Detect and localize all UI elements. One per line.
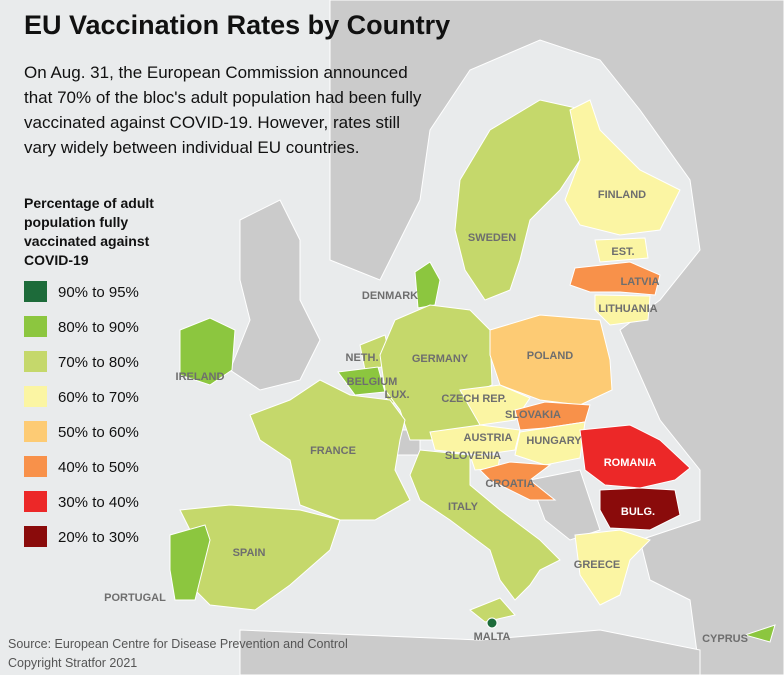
country-shape bbox=[574, 529, 651, 606]
country-shape bbox=[486, 617, 498, 629]
country-shape bbox=[454, 99, 586, 301]
country-shape bbox=[179, 317, 236, 386]
country-label: SWEDEN bbox=[468, 232, 516, 244]
country-label: FRANCE bbox=[310, 445, 356, 457]
country-labels: SWEDEN FINLAND EST. LATVIA LITHUANIA DEN… bbox=[104, 189, 748, 645]
legend-swatch bbox=[24, 491, 47, 512]
legend-title: Percentage of adult population fully vacci… bbox=[24, 195, 154, 268]
country-label: LITHUANIA bbox=[598, 303, 657, 315]
country-shape bbox=[594, 294, 651, 326]
legend-swatch bbox=[24, 526, 47, 547]
description: On Aug. 31, the European Commission anno… bbox=[24, 63, 422, 157]
legend-label: 60% to 70% bbox=[58, 389, 139, 406]
country-label: CYPRUS bbox=[702, 633, 748, 645]
country-shape bbox=[469, 597, 516, 623]
legend-swatch bbox=[24, 281, 47, 302]
title: EU Vaccination Rates by Country bbox=[24, 10, 450, 40]
country-shape bbox=[429, 424, 521, 456]
country-label: SLOVAKIA bbox=[505, 409, 561, 421]
legend-swatch bbox=[24, 456, 47, 477]
country-label: POLAND bbox=[527, 350, 574, 362]
legend: 90% to 95% 80% to 90% 70% to 80% 60% to 70%… bbox=[24, 281, 139, 547]
source: Source: European Centre for Disease Prev… bbox=[8, 637, 348, 651]
country-label: IRELAND bbox=[176, 371, 225, 383]
legend-label: 80% to 90% bbox=[58, 319, 139, 336]
country-label: MALTA bbox=[474, 631, 511, 643]
country-label: CROATIA bbox=[485, 478, 534, 490]
country-label: AUSTRIA bbox=[464, 432, 513, 444]
country-label: GERMANY bbox=[412, 353, 469, 365]
country-shape bbox=[169, 524, 211, 601]
country-shape bbox=[479, 461, 557, 501]
country-label: ROMANIA bbox=[604, 457, 657, 469]
legend-label: 20% to 30% bbox=[58, 529, 139, 546]
legend-label: 30% to 40% bbox=[58, 494, 139, 511]
country-label: CZECH REP. bbox=[441, 393, 506, 405]
legend-label: 40% to 50% bbox=[58, 459, 139, 476]
country-shape bbox=[514, 421, 586, 466]
legend-swatch bbox=[24, 316, 47, 337]
country-label: LATVIA bbox=[621, 276, 660, 288]
country-shape bbox=[409, 449, 561, 601]
country-shape bbox=[564, 99, 681, 236]
country-label: BULG. bbox=[621, 506, 655, 518]
legend-swatch bbox=[24, 421, 47, 442]
country-label: EST. bbox=[611, 246, 634, 258]
legend-swatch bbox=[24, 351, 47, 372]
legend-swatch bbox=[24, 386, 47, 407]
country-shape bbox=[743, 624, 776, 643]
country-shape bbox=[569, 261, 661, 296]
country-label: LUX. bbox=[384, 389, 409, 401]
country-label: SLOVENIA bbox=[445, 450, 501, 462]
country-label: PORTUGAL bbox=[104, 592, 166, 604]
country-label: ITALY bbox=[448, 501, 479, 513]
country-shape bbox=[599, 487, 681, 531]
country-label: SPAIN bbox=[233, 547, 266, 559]
country-shape bbox=[594, 237, 649, 263]
country-label: BELGIUM bbox=[347, 376, 398, 388]
legend-label: 70% to 80% bbox=[58, 354, 139, 371]
country-label: FINLAND bbox=[598, 189, 646, 201]
legend-label: 50% to 60% bbox=[58, 424, 139, 441]
country-shape bbox=[249, 379, 411, 521]
legend-label: 90% to 95% bbox=[58, 284, 139, 301]
country-shape bbox=[414, 261, 441, 309]
country-shape bbox=[489, 314, 613, 406]
country-shape bbox=[579, 424, 691, 489]
country-label: HUNGARY bbox=[526, 435, 582, 447]
countries bbox=[169, 99, 776, 643]
copyright: Copyright Stratfor 2021 bbox=[8, 656, 137, 670]
country-label: DENMARK bbox=[362, 290, 418, 302]
country-label: NETH. bbox=[346, 352, 379, 364]
country-label: GREECE bbox=[574, 559, 620, 571]
